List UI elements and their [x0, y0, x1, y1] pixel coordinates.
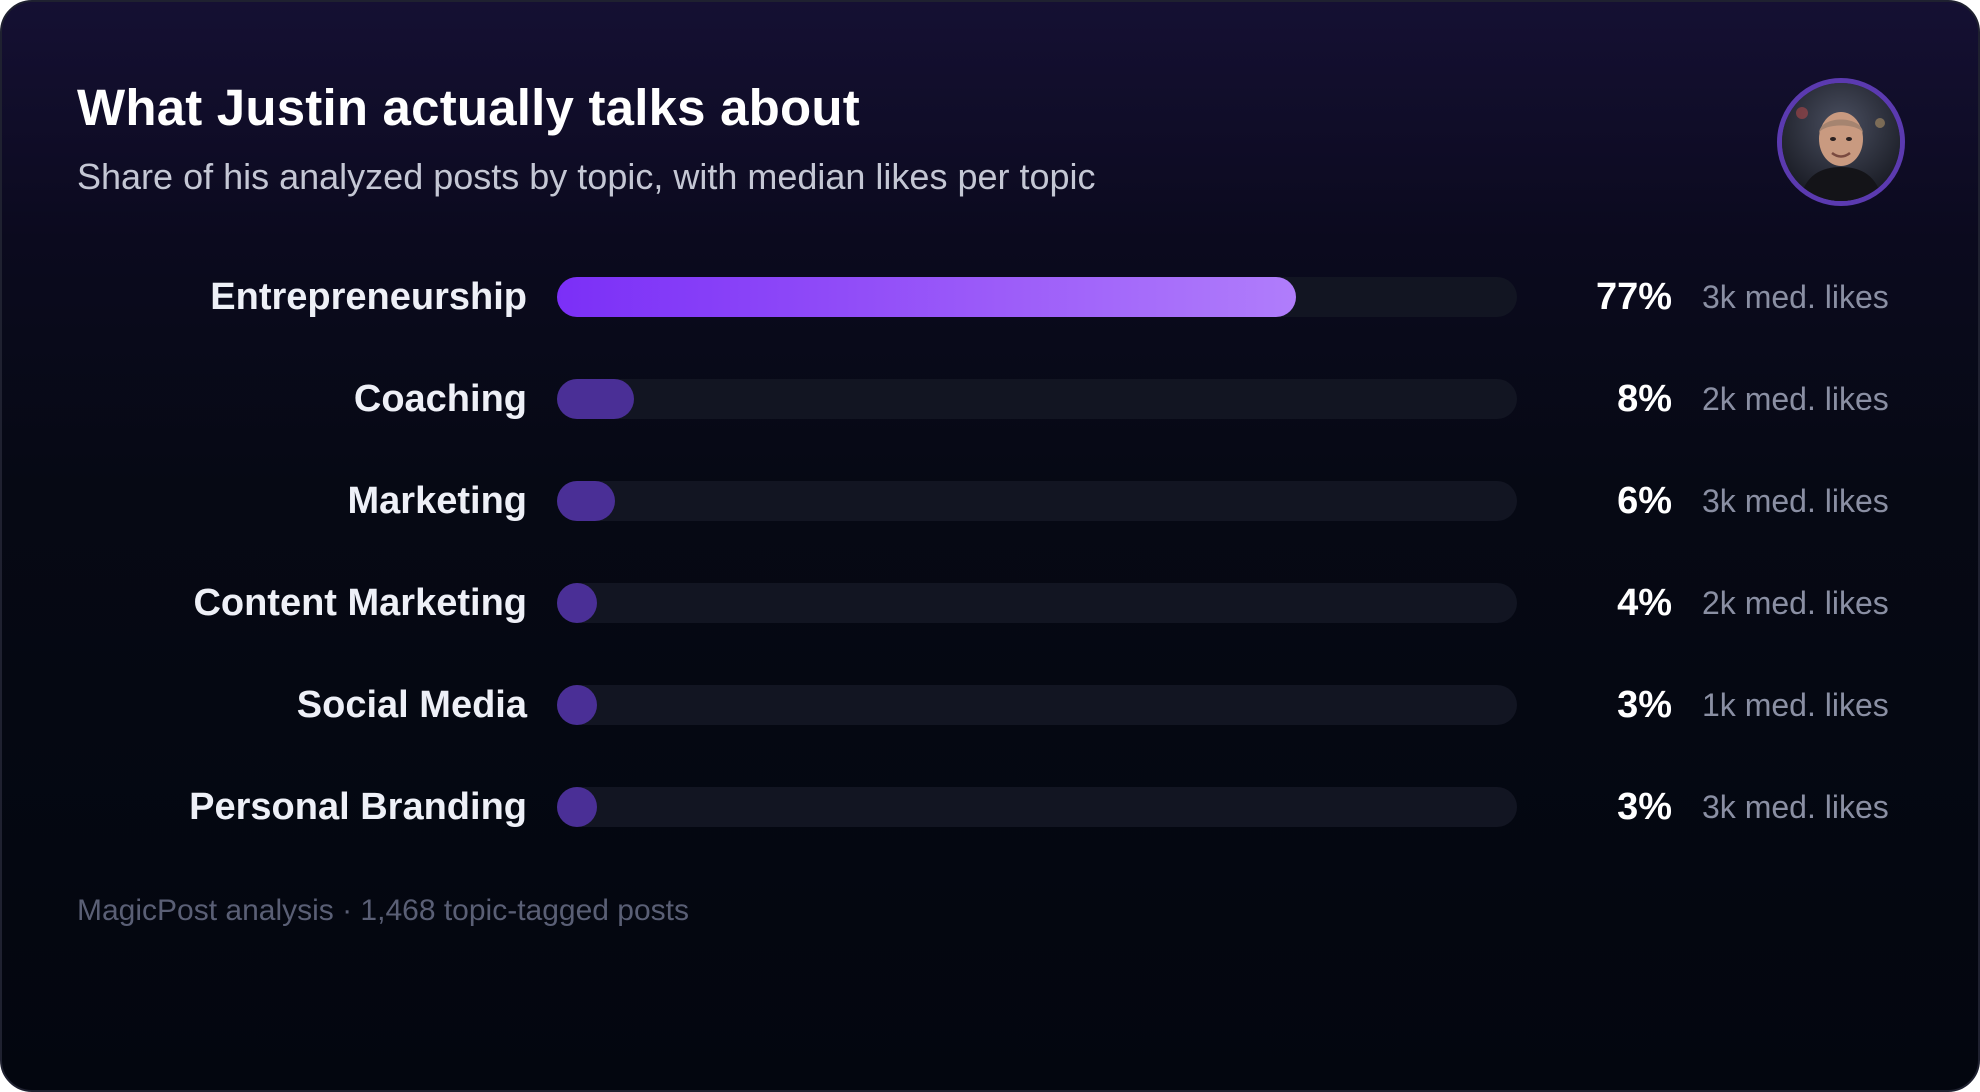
bar-track — [557, 787, 1517, 827]
median-likes-label: 2k med. likes — [1702, 381, 1889, 417]
value-label: 3% — [1617, 786, 1672, 828]
category-label: Marketing — [347, 480, 527, 522]
bar-row: Entrepreneurship 77% 3k med. likes — [2, 267, 1978, 327]
bar-row: Personal Branding 3% 3k med. likes — [2, 777, 1978, 837]
median-likes-label: 3k med. likes — [1702, 789, 1889, 825]
median-likes-label: 2k med. likes — [1702, 585, 1889, 621]
bar-row: Social Media 3% 1k med. likes — [2, 675, 1978, 735]
source-footnote: MagicPost analysis · 1,468 topic-tagged … — [77, 894, 689, 927]
category-label: Entrepreneurship — [210, 276, 527, 318]
bar-track — [557, 583, 1517, 623]
bar — [557, 379, 634, 419]
bar-track — [557, 685, 1517, 725]
value-label: 8% — [1617, 378, 1672, 420]
bar-row: Marketing 6% 3k med. likes — [2, 471, 1978, 531]
median-likes-label: 1k med. likes — [1702, 687, 1889, 723]
value-label: 6% — [1617, 480, 1672, 522]
category-label: Personal Branding — [189, 786, 527, 828]
bar-track — [557, 481, 1517, 521]
bar — [557, 481, 615, 521]
median-likes-label: 3k med. likes — [1702, 483, 1889, 519]
bar-track — [557, 277, 1517, 317]
value-label: 77% — [1595, 276, 1672, 318]
bar — [557, 583, 597, 623]
bar — [557, 685, 597, 725]
bar-track — [557, 379, 1517, 419]
bar-row: Content Marketing 4% 2k med. likes — [2, 573, 1978, 633]
category-label: Social Media — [296, 684, 527, 726]
bar-row: Coaching 8% 2k med. likes — [2, 369, 1978, 429]
category-label: Content Marketing — [193, 582, 527, 624]
bar — [557, 787, 597, 827]
profile-photo-icon — [1777, 78, 1905, 206]
chart-title: What Justin actually talks about — [77, 79, 860, 136]
value-label: 3% — [1617, 684, 1672, 726]
median-likes-label: 3k med. likes — [1702, 279, 1889, 315]
chart-subtitle: Share of his analyzed posts by topic, wi… — [77, 156, 1096, 197]
value-label: 4% — [1617, 582, 1672, 624]
category-label: Coaching — [353, 378, 527, 420]
bar — [557, 277, 1297, 317]
